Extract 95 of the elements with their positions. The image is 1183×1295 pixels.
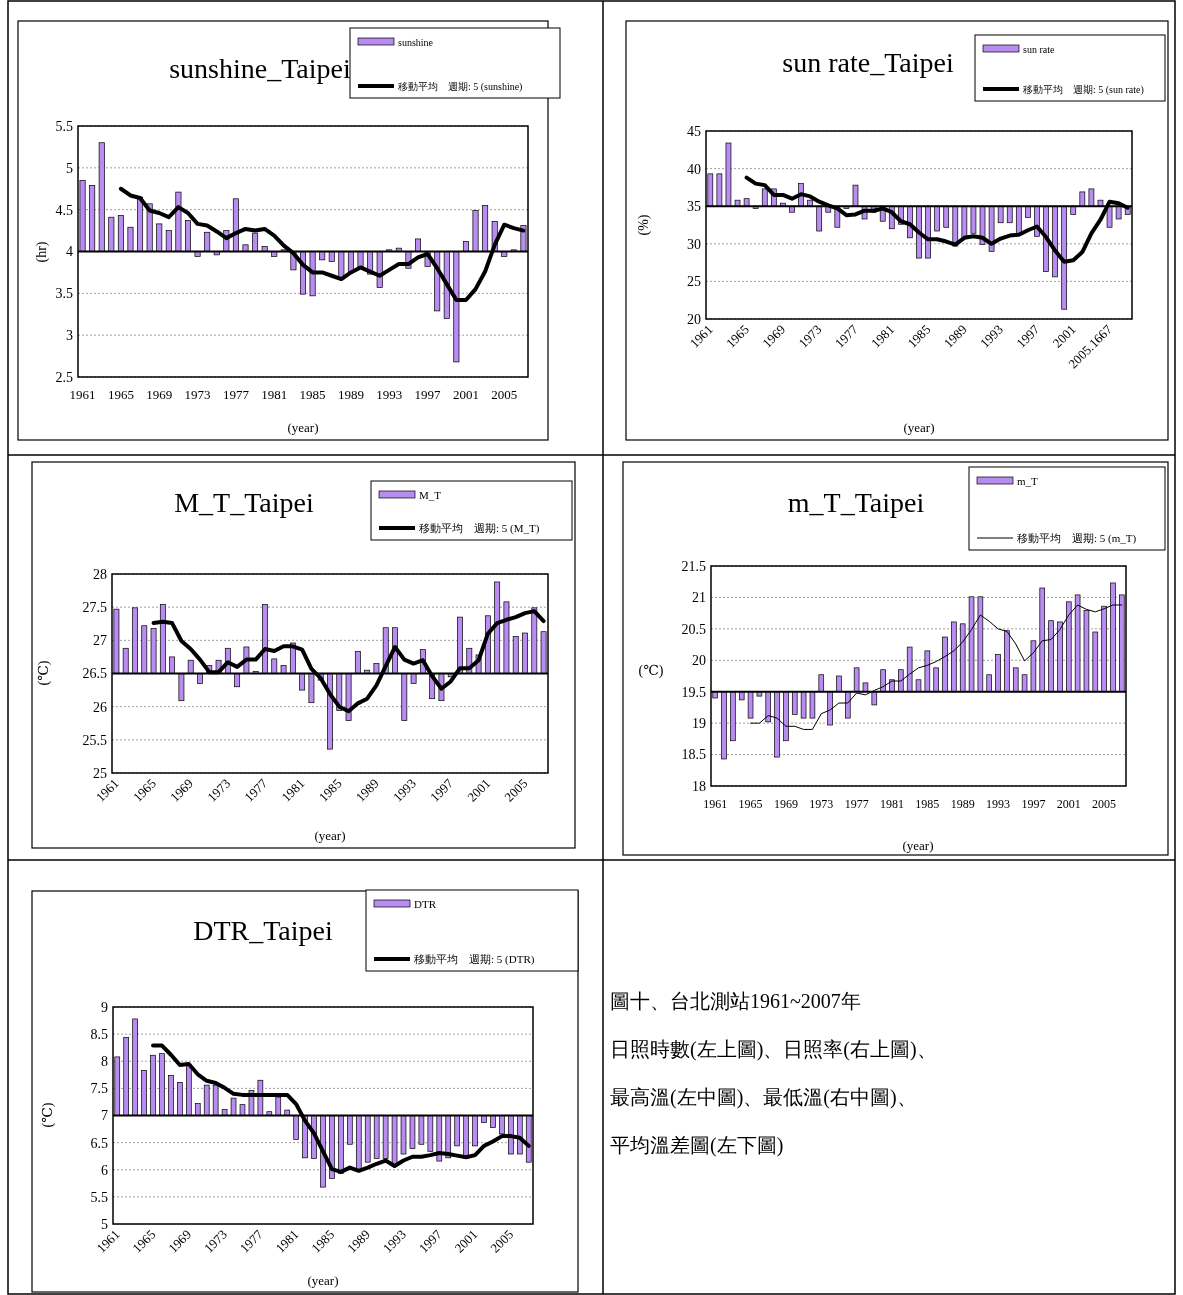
x-tick-label: 1981: [278, 775, 308, 805]
y-tick-label: 45: [687, 123, 701, 139]
legend-label: 移動平均 週期: 5 (m_T): [1017, 531, 1137, 545]
x-tick-label: 1993: [986, 797, 1011, 811]
x-tick-label: 2005: [491, 387, 518, 402]
x-axis-title: (year): [287, 420, 319, 435]
y-tick-label: 7: [101, 1108, 108, 1124]
y-axis-title: (%): [636, 214, 652, 236]
y-tick-label: 7.5: [90, 1081, 108, 1097]
y-tick-label: 4.5: [55, 202, 73, 218]
y-tick-label: 20: [692, 653, 706, 669]
text: 平均溫差圖(左下圖): [610, 1134, 784, 1157]
y-tick-label: 9: [101, 999, 108, 1015]
x-tick-label: 1973: [809, 797, 834, 811]
y-tick-label: 25: [687, 274, 701, 290]
x-tick-label: 1981: [261, 387, 288, 402]
x-tick-label: 1973: [184, 387, 211, 402]
y-tick-label: 27.5: [82, 600, 107, 616]
y-tick-label: 6.5: [90, 1135, 108, 1151]
x-axis-title: (year): [902, 838, 934, 853]
x-tick-label: 1989: [950, 797, 975, 811]
legend-label: 移動平均 週期: 5 (DTR): [414, 952, 535, 966]
legend-label: 移動平均 週期: 5 (M_T): [419, 521, 540, 535]
x-tick-label: 1961: [703, 797, 728, 811]
y-axis-title: (℃): [36, 660, 52, 686]
y-tick-label: 4: [66, 244, 73, 260]
x-tick-label: 1977: [222, 387, 250, 402]
chart-title: sunshine_Taipei: [169, 53, 351, 84]
y-tick-label: 26: [93, 699, 107, 715]
x-tick-label: 1981: [868, 321, 898, 351]
x-tick-label: 2005: [1092, 797, 1117, 811]
y-tick-label: 19: [692, 716, 706, 732]
x-axis-title: (year): [314, 828, 346, 843]
x-tick-label: 1985: [915, 797, 940, 811]
x-tick-label: 1977: [844, 797, 869, 811]
x-axis-title: (year): [903, 420, 935, 435]
x-tick-label: 1969: [146, 387, 173, 402]
x-tick-label: 1965: [107, 387, 134, 402]
y-tick-label: 35: [687, 199, 701, 215]
legend-label: DTR: [414, 897, 437, 910]
y-tick-label: 25.5: [82, 732, 107, 748]
y-tick-label: 18.5: [681, 747, 706, 763]
y-tick-label: 6: [101, 1162, 108, 1178]
x-axis-title: (year): [307, 1273, 339, 1288]
y-tick-label: 3.5: [55, 286, 73, 302]
x-tick-label: 2001: [1056, 797, 1081, 811]
x-tick-label: 1993: [376, 387, 403, 402]
y-axis-title: (℃): [638, 663, 664, 679]
x-tick-label: 1969: [773, 797, 798, 811]
text: 日照時數(左上圖)、日照率(右上圖)、: [610, 1038, 937, 1061]
y-tick-label: 20.5: [681, 621, 706, 637]
y-axis-title: (℃): [40, 1102, 56, 1128]
legend-label: 移動平均 週期: 5 (sun rate): [1023, 83, 1144, 96]
x-tick-label: 1989: [337, 387, 364, 402]
y-tick-label: 40: [687, 161, 701, 177]
legend-label: sun rate: [1023, 43, 1055, 55]
chart-title: M_T_Taipei: [174, 487, 314, 518]
x-tick-label: 2001: [464, 775, 494, 805]
y-tick-label: 27: [93, 633, 107, 649]
x-tick-label: 1981: [879, 797, 904, 811]
chart-title: DTR_Taipei: [193, 915, 333, 946]
y-tick-label: 26.5: [82, 666, 107, 682]
y-tick-label: 5.5: [55, 118, 73, 134]
chart-title: sun rate_Taipei: [782, 47, 954, 78]
y-tick-label: 5.5: [90, 1189, 108, 1205]
y-tick-label: 2.5: [55, 369, 73, 385]
y-tick-label: 30: [687, 236, 701, 252]
y-tick-label: 25: [93, 765, 107, 781]
y-tick-label: 8: [101, 1054, 108, 1070]
y-tick-label: 5: [66, 160, 73, 176]
text: 最高溫(左中圖)、最低溫(右中圖)、: [610, 1086, 917, 1109]
y-tick-label: 21: [692, 590, 706, 606]
y-axis-title: (hr): [34, 241, 50, 263]
y-tick-label: 28: [93, 566, 107, 582]
y-tick-label: 19.5: [681, 684, 706, 700]
legend-label: 移動平均 週期: 5 (sunshine): [398, 80, 523, 93]
y-tick-label: 20: [687, 311, 701, 327]
y-tick-label: 3: [66, 328, 73, 344]
x-tick-label: 1997: [1021, 797, 1046, 811]
x-tick-label: 2001: [451, 1226, 481, 1256]
y-tick-label: 8.5: [90, 1027, 108, 1043]
chart-title: m_T_Taipei: [787, 487, 925, 518]
x-tick-label: 1961: [69, 387, 96, 402]
x-tick-label: 1981: [272, 1226, 302, 1256]
x-tick-label: 2001: [452, 387, 479, 402]
y-tick-label: 18: [692, 778, 706, 794]
text: 圖十、台北測站1961~2007年: [610, 990, 861, 1012]
legend-label: sunshine: [398, 36, 434, 48]
x-tick-label: 1985: [299, 387, 326, 402]
x-tick-label: 1965: [738, 797, 763, 811]
y-tick-label: 21.5: [681, 558, 706, 574]
legend-label: M_T: [419, 488, 442, 501]
y-tick-label: 5: [101, 1216, 108, 1232]
x-tick-label: 1997: [414, 387, 442, 402]
legend-label: m_T: [1017, 474, 1039, 487]
